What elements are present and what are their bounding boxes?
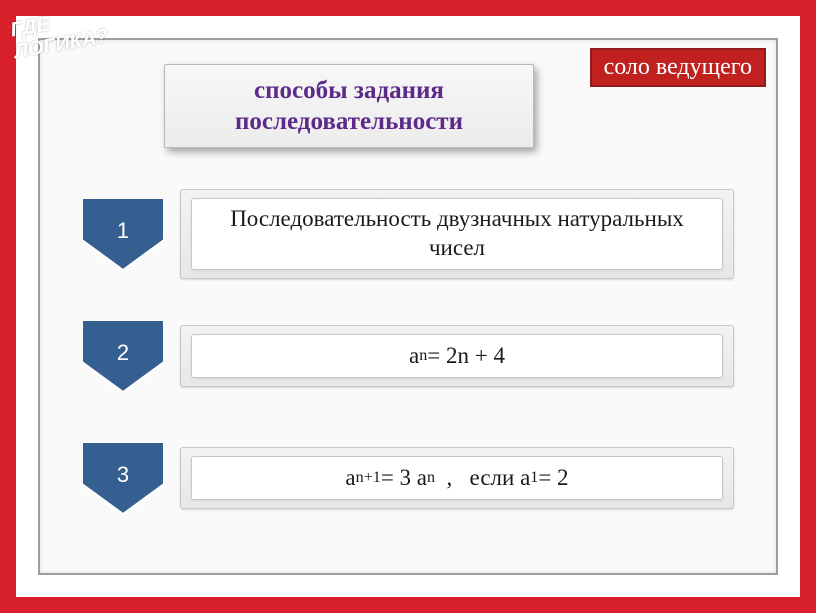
chevron-number: 1 — [117, 218, 129, 244]
chevron-number: 3 — [117, 462, 129, 488]
host-solo-badge: соло ведущего — [590, 48, 766, 87]
title-text: способы задания последовательности — [175, 75, 523, 138]
content-outer-1: Последовательность двузначных натуральны… — [180, 189, 734, 279]
item-row-3: 3 an+1 = 3 an , если a1 = 2 — [82, 438, 734, 518]
content-outer-2: an= 2n + 4 — [180, 325, 734, 387]
chevron-1: 1 — [82, 198, 164, 270]
content-text-3: an+1 = 3 an , если a1 = 2 — [191, 456, 723, 500]
chevron-3: 3 — [82, 442, 164, 514]
outer-frame: ГДЕ ЛОГИКА? соло ведущего способы задани… — [0, 0, 816, 613]
content-text-2: an= 2n + 4 — [191, 334, 723, 378]
chevron-number: 2 — [117, 340, 129, 366]
chevron-2: 2 — [82, 320, 164, 392]
badge-text: соло ведущего — [604, 54, 752, 80]
content-outer-3: an+1 = 3 an , если a1 = 2 — [180, 447, 734, 509]
content-text-1: Последовательность двузначных натуральны… — [191, 198, 723, 270]
item-row-1: 1 Последовательность двузначных натуральн… — [82, 194, 734, 274]
title-box: способы задания последовательности — [164, 64, 534, 148]
item-row-2: 2 an= 2n + 4 — [82, 316, 734, 396]
